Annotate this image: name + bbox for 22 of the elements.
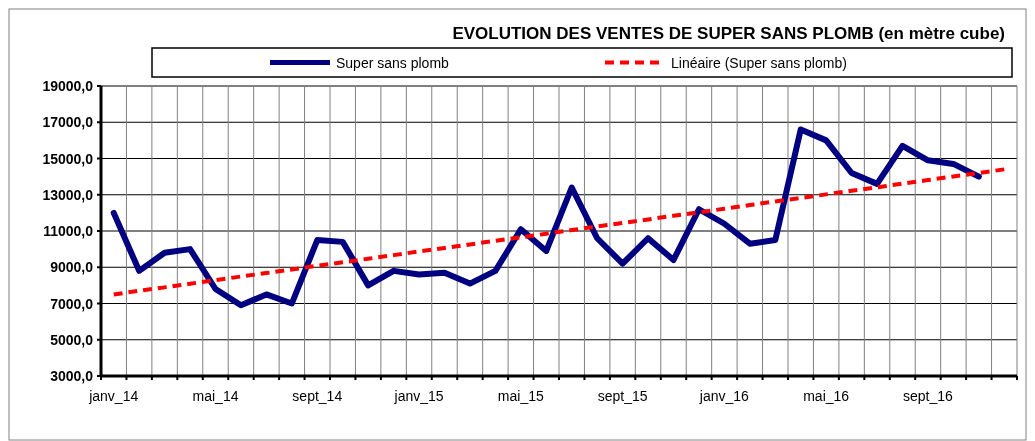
y-tick-label: 19000,0 <box>42 78 94 94</box>
y-tick-label: 7000,0 <box>50 295 94 312</box>
x-tick-label: janv_14 <box>88 388 139 404</box>
x-tick-label: sept_15 <box>597 388 648 404</box>
y-tick-label: 5000,0 <box>50 331 94 348</box>
x-tick-label: mai_14 <box>192 388 239 404</box>
legend-label: Linéaire (Super sans plomb) <box>671 54 847 71</box>
y-tick-label: 15000,0 <box>42 150 94 167</box>
x-tick-label: sept_14 <box>292 388 343 404</box>
x-tick-label: janv_16 <box>698 388 750 404</box>
x-tick-label: mai_15 <box>497 388 544 404</box>
x-tick-label: sept_16 <box>903 388 954 404</box>
x-tick-label: mai_16 <box>803 388 850 404</box>
line-series <box>111 167 1007 297</box>
y-tick-label: 3000,0 <box>50 368 94 384</box>
x-tick-label: janv_15 <box>393 388 444 404</box>
chart-title: EVOLUTION DES VENTES DE SUPER SANS PLOMB (en mètre cube) <box>452 24 1005 43</box>
y-tick-label: 17000,0 <box>42 114 94 131</box>
y-tick-label: 13000,0 <box>42 186 94 203</box>
legend-label: Super sans plomb <box>336 54 450 71</box>
y-tick-label: 9000,0 <box>50 259 94 276</box>
y-tick-label: 11000,0 <box>43 223 94 239</box>
